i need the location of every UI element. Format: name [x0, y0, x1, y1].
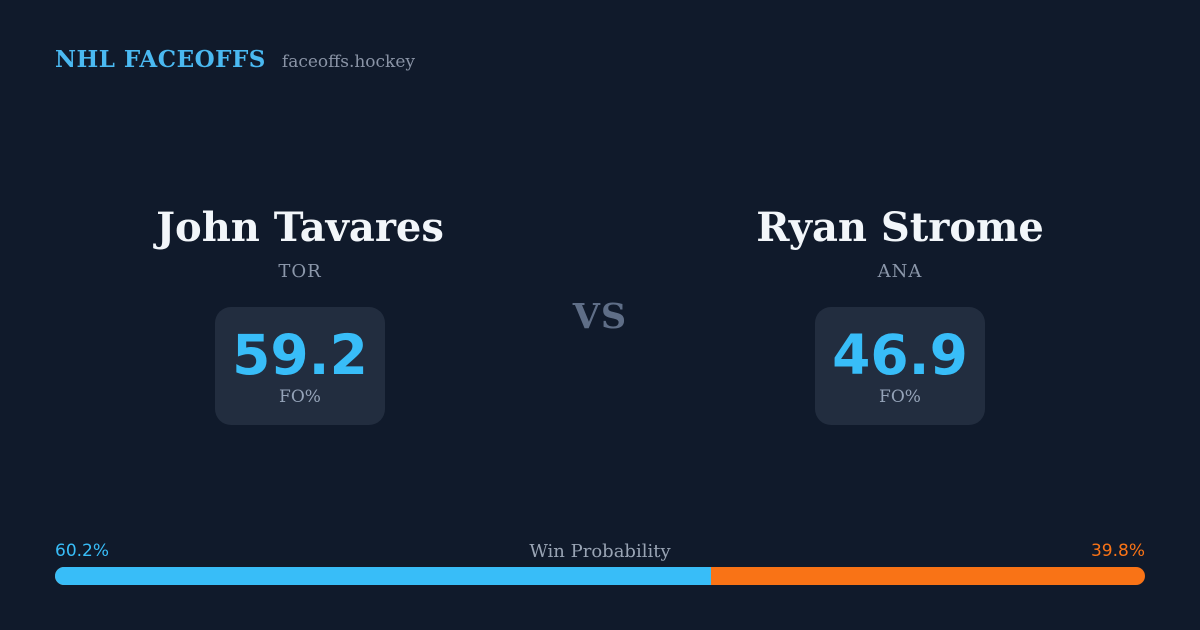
right-player-panel: Ryan Strome ANA 46.9 FO% [720, 205, 1080, 425]
win-probability-left-pct: 60.2% [55, 541, 110, 561]
win-probability-right-pct: 39.8% [1090, 541, 1145, 561]
win-probability-bar-left-segment [55, 567, 712, 585]
left-player-name: John Tavares [156, 204, 444, 251]
site-url: faceoffs.hockey [281, 52, 416, 72]
right-player-name: Ryan Strome [756, 204, 1044, 251]
left-player-panel: John Tavares TOR 59.2 FO% [120, 205, 480, 425]
win-probability-labels: 60.2% Win Probability 39.8% [55, 541, 1145, 563]
win-probability-bar [55, 567, 1145, 585]
left-player-team: TOR [278, 261, 322, 282]
brand-title: NHL FACEOFFS [55, 46, 266, 73]
right-player-team: ANA [877, 261, 923, 282]
right-stat-card: 46.9 FO% [815, 307, 985, 425]
header: NHL FACEOFFS faceoffs.hockey [55, 46, 415, 73]
left-stat-value: 59.2 [232, 322, 368, 387]
vs-label: VS [572, 296, 628, 337]
right-stat-label: FO% [879, 386, 921, 407]
left-stat-card: 59.2 FO% [215, 307, 385, 425]
right-stat-value: 46.9 [832, 322, 968, 387]
left-stat-label: FO% [279, 386, 321, 407]
win-probability-title: Win Probability [529, 541, 671, 562]
